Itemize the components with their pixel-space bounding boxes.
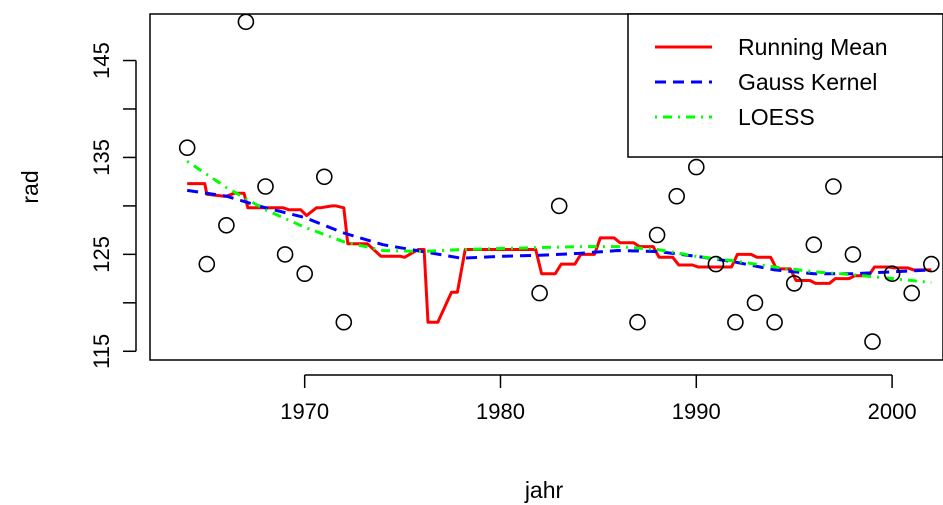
legend: Running Mean Gauss Kernel LOESS <box>627 13 943 158</box>
legend-label: Gauss Kernel <box>738 69 877 95</box>
data-point <box>218 217 235 234</box>
x-axis-title: jahr <box>524 477 564 503</box>
y-axis: 115 125 135 145 <box>89 42 137 369</box>
series-line-running-mean <box>187 182 932 324</box>
data-point <box>648 226 666 244</box>
data-point <box>315 168 333 186</box>
data-point <box>922 255 940 273</box>
data-point <box>727 313 744 331</box>
data-point <box>864 333 881 350</box>
y-axis-title: rad <box>17 170 43 203</box>
data-point <box>805 236 823 253</box>
legend-label: LOESS <box>738 104 815 130</box>
x-tick-label: 1970 <box>280 399 329 424</box>
y-tick-label: 115 <box>89 334 114 369</box>
y-tick-label: 125 <box>89 236 114 273</box>
data-point <box>296 265 314 283</box>
legend-label: Running Mean <box>738 34 888 60</box>
data-point <box>257 178 274 195</box>
data-point <box>825 178 842 195</box>
data-point <box>550 197 568 215</box>
data-point <box>785 275 803 292</box>
data-point <box>335 313 353 331</box>
series-line-gauss-kernel <box>186 188 932 276</box>
data-point <box>707 255 725 273</box>
data-point <box>766 313 783 331</box>
x-axis: 1970 1980 1990 2000 <box>280 374 917 424</box>
x-tick-label: 1990 <box>672 399 721 424</box>
x-tick-label: 1980 <box>476 399 525 424</box>
plot-frame <box>149 13 943 361</box>
y-tick-label: 145 <box>89 42 114 79</box>
x-tick-label: 2000 <box>868 399 917 424</box>
data-point <box>687 158 705 176</box>
data-point <box>844 246 862 263</box>
data-point <box>198 255 216 273</box>
data-point <box>746 294 764 312</box>
data-point <box>883 265 901 283</box>
plot-marks <box>178 13 940 350</box>
data-point <box>531 284 548 302</box>
data-point <box>903 284 921 302</box>
y-tick-label: 135 <box>89 139 114 176</box>
data-point <box>276 246 294 263</box>
data-point <box>668 187 686 205</box>
legend-box <box>627 13 943 158</box>
data-point <box>178 139 196 156</box>
data-point <box>629 313 646 331</box>
